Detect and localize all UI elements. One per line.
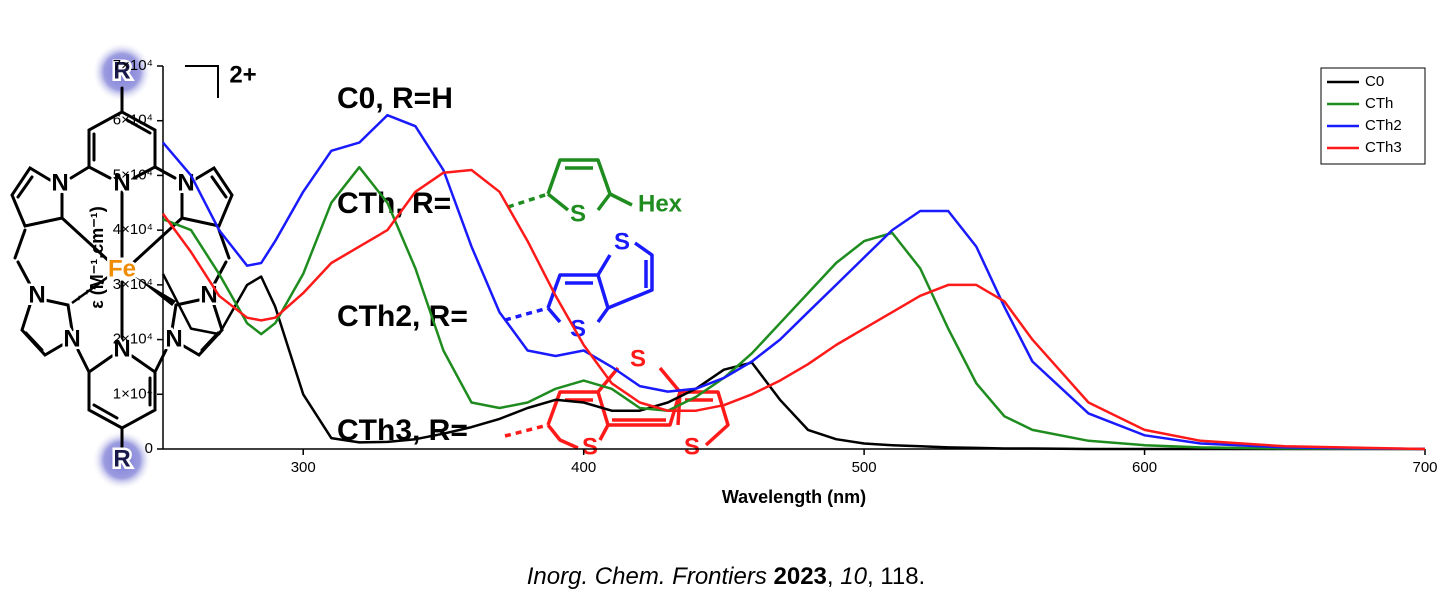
atom-label: S <box>582 433 598 460</box>
series-line <box>162 165 1426 451</box>
substituent-label: C0, R=H <box>337 82 453 115</box>
x-tick-label: 300 <box>291 459 316 476</box>
x-tick-label: 600 <box>1132 459 1157 476</box>
charge: 2+ <box>229 61 256 88</box>
atom-label: S <box>570 315 586 342</box>
attachment <box>507 192 549 209</box>
y-tick-label: 2×10⁴ <box>113 331 153 348</box>
substituent-label: CTh, R= <box>337 187 451 220</box>
y-tick-label: 0 <box>145 440 153 457</box>
citation-part: 10 <box>840 563 867 590</box>
citation-part: , 118. <box>867 563 925 590</box>
y-axis-title: ε (M⁻¹.cm⁻¹) <box>87 206 107 309</box>
citation-part: 2023 <box>774 563 827 590</box>
atom-label: Fe <box>108 255 136 282</box>
thiophene <box>546 158 633 207</box>
x-tick-label: 400 <box>571 459 596 476</box>
atom-label: N <box>28 281 45 308</box>
wedge-bond <box>134 276 176 306</box>
substituent-label: CTh2, R= <box>337 300 468 333</box>
atom-label: S <box>570 200 586 227</box>
atom-label: Hex <box>638 190 683 217</box>
y-tick-label: 6×10⁴ <box>113 112 153 129</box>
y-tick-label: 1×10⁴ <box>113 385 153 402</box>
atom-label: R <box>113 57 130 84</box>
y-tick-label: 5×10⁴ <box>113 166 153 183</box>
citation: Inorg. Chem. Frontiers 2023, 10, 118. <box>527 563 925 590</box>
atom-label: N <box>113 169 130 196</box>
x-axis-title: Wavelength (nm) <box>722 487 866 507</box>
atom-label: N <box>51 169 68 196</box>
atom-label: S <box>684 433 700 460</box>
thienothiophene <box>546 241 654 324</box>
legend-label: CTh3 <box>1365 139 1402 156</box>
r-highlight <box>92 42 152 102</box>
hashed-bond <box>71 272 113 305</box>
legend-label: CTh <box>1365 95 1393 112</box>
charge-bracket <box>185 65 219 98</box>
atom-label: N <box>177 169 194 196</box>
citation-part: Inorg. Chem. Frontiers <box>527 563 774 590</box>
legend-label: CTh2 <box>1365 117 1402 134</box>
y-tick-label: 3×10⁴ <box>113 276 153 293</box>
attachment <box>504 306 549 322</box>
atom-label: S <box>614 228 630 255</box>
legend-label: C0 <box>1365 73 1384 90</box>
atom-label: N <box>63 325 80 352</box>
chart: 0 1×10⁴ 2×10⁴ 3×10⁴ 4×10⁴ 5×10⁴ 6×10⁴ 7×10⁴ 300 4… <box>87 57 1438 507</box>
attachment <box>504 423 549 438</box>
y-tick-label: 7×10⁴ <box>113 57 153 74</box>
x-tick-label: 700 <box>1412 459 1437 476</box>
series-line <box>162 113 1426 451</box>
atom-label: S <box>630 345 646 372</box>
citation-part: , <box>827 563 840 590</box>
thiophene <box>546 192 612 212</box>
series-line <box>161 168 1426 451</box>
atom-label: N <box>200 281 217 308</box>
bonds <box>10 86 234 450</box>
y-tick-label: 4×10⁴ <box>113 221 153 238</box>
atom-label: R <box>113 445 130 472</box>
x-tick-label: 500 <box>852 459 877 476</box>
atom-label: N <box>165 325 182 352</box>
atom-label: N <box>113 335 130 362</box>
r-highlight <box>92 430 152 490</box>
